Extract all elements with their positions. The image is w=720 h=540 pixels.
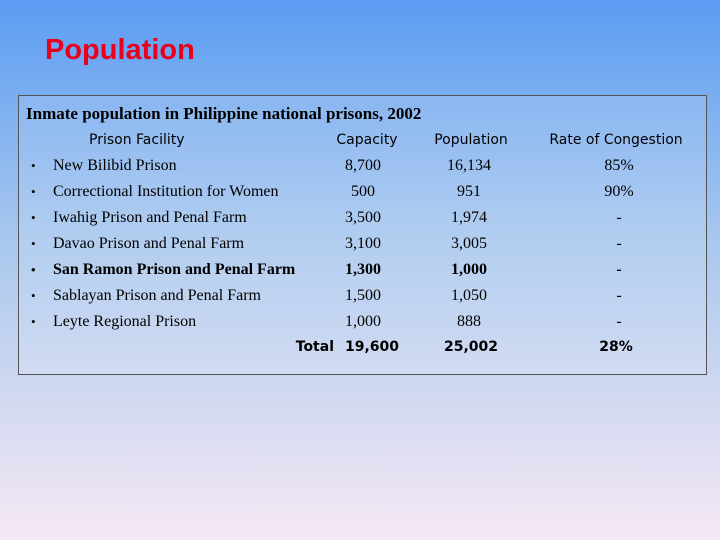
cell: 3,100 xyxy=(345,235,381,252)
cell: 951 xyxy=(457,183,481,200)
total-cell: 19,600 xyxy=(344,339,400,355)
cell: 500 xyxy=(351,183,375,200)
facility-name: Iwahig Prison and Penal Farm xyxy=(31,207,247,229)
cell: 1,050 xyxy=(451,287,487,304)
facility-name: Davao Prison and Penal Farm xyxy=(31,233,244,255)
column-header: Prison Facility xyxy=(89,132,185,148)
total-cell: 25,002 xyxy=(443,339,499,355)
cell: 8,700 xyxy=(345,157,381,174)
table-caption: Inmate population in Philippine national… xyxy=(26,104,422,123)
slide-title: Population xyxy=(45,34,195,66)
facility-name: Sablayan Prison and Penal Farm xyxy=(31,285,261,307)
cell: 888 xyxy=(457,313,481,330)
cell: 1,974 xyxy=(451,209,487,226)
cell: 1,000 xyxy=(345,313,381,330)
cell: 1,300 xyxy=(345,261,381,278)
cell: 85% xyxy=(604,157,634,174)
facility-name: Leyte Regional Prison xyxy=(31,311,196,333)
cell: - xyxy=(616,313,622,330)
facility-name: San Ramon Prison and Penal Farm xyxy=(31,259,295,281)
column-header: Capacity xyxy=(336,132,398,148)
cell: - xyxy=(616,287,622,304)
column-header: Rate of Congestion xyxy=(549,132,683,148)
facility-name: New Bilibid Prison xyxy=(31,155,176,177)
cell: - xyxy=(616,209,622,226)
cell: 3,500 xyxy=(345,209,381,226)
total-cell: 28% xyxy=(599,339,633,355)
cell: - xyxy=(616,235,622,252)
cell: 1,500 xyxy=(345,287,381,304)
cell: 1,000 xyxy=(451,261,487,278)
table-box: Inmate population in Philippine national… xyxy=(18,95,707,375)
cell: 3,005 xyxy=(451,235,487,252)
facility-name: Correctional Institution for Women xyxy=(31,181,279,203)
cell: 16,134 xyxy=(447,157,491,174)
cell: 90% xyxy=(604,183,634,200)
cell: - xyxy=(616,261,622,278)
column-header: Population xyxy=(434,132,508,148)
total-label: Total xyxy=(295,339,334,355)
